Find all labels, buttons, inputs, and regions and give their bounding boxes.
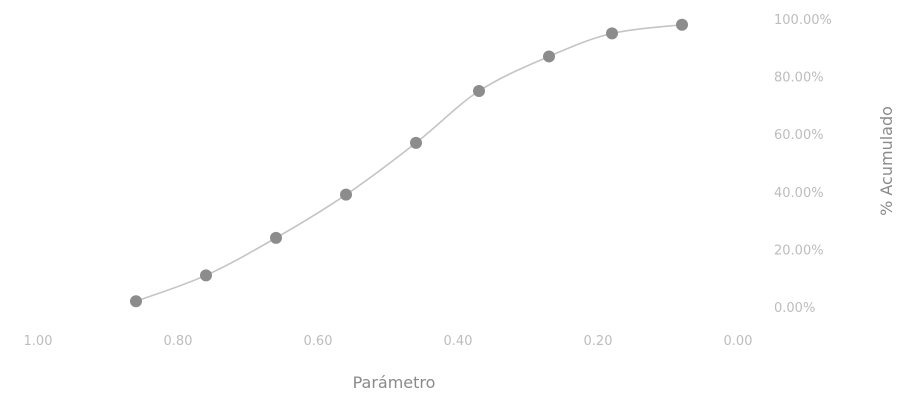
data-point <box>543 50 555 63</box>
y-tick-label: 100.00% <box>774 13 832 28</box>
x-tick-label: 0.00 <box>724 334 753 349</box>
data-point <box>200 269 212 282</box>
x-tick-label: 1.00 <box>24 334 53 349</box>
y-axis-title: % Acumulado <box>877 106 896 216</box>
x-axis-title: Parámetro <box>353 373 436 392</box>
y-tick-label: 60.00% <box>774 128 824 143</box>
data-point <box>606 27 618 40</box>
data-point <box>130 295 142 308</box>
x-tick-label: 0.20 <box>584 334 613 349</box>
x-tick-label: 0.60 <box>304 334 333 349</box>
y-tick-label: 40.00% <box>774 186 824 201</box>
data-point <box>410 136 422 149</box>
x-axis-ticks: 1.00 0.80 0.60 0.40 0.20 0.00 <box>24 334 753 349</box>
y-tick-label: 20.00% <box>774 243 824 258</box>
x-tick-label: 0.80 <box>164 334 193 349</box>
x-tick-label: 0.40 <box>444 334 473 349</box>
data-point <box>340 188 352 201</box>
data-point <box>270 231 282 244</box>
plot-area <box>130 18 688 308</box>
y-axis-ticks: 0.00% 20.00% 40.00% 60.00% 80.00% 100.00% <box>774 13 832 316</box>
data-point <box>676 18 688 31</box>
series-line <box>135 23 683 302</box>
y-tick-label: 0.00% <box>774 301 815 316</box>
y-tick-label: 80.00% <box>774 71 824 86</box>
data-point <box>473 85 485 97</box>
series-markers <box>130 18 688 308</box>
